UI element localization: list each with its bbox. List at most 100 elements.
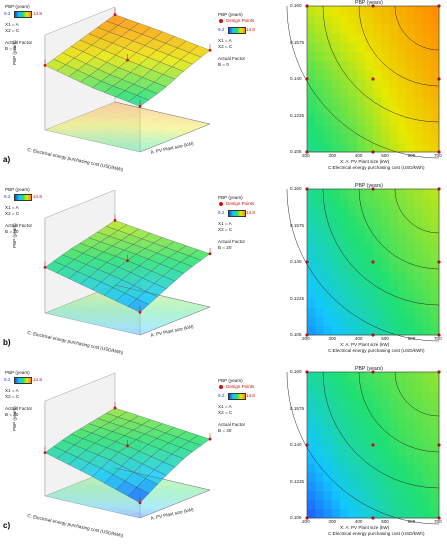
contour-x-tick: 400 — [354, 336, 363, 341]
heat-cell — [414, 142, 423, 153]
heat-cell — [340, 60, 349, 71]
contour-y-tick: 0.160 — [290, 3, 302, 8]
legend2-response: PBP (years) — [218, 195, 243, 200]
heat-cell — [422, 280, 432, 290]
heat-cell — [340, 399, 349, 409]
heat-cell — [356, 289, 366, 299]
heat-cell — [307, 262, 316, 272]
heat-cell — [373, 390, 382, 400]
heat-cell — [340, 435, 349, 446]
heat-cell — [397, 481, 407, 491]
heat-cell — [422, 15, 432, 25]
contour-title: PBP (years) — [355, 0, 383, 6]
heat-cell — [323, 289, 333, 299]
heat-cell — [381, 15, 390, 25]
heat-cell — [406, 508, 415, 519]
heat-cell — [389, 252, 399, 263]
heat-cell — [422, 51, 432, 62]
heat-cell — [340, 106, 349, 116]
heat-cell — [356, 198, 366, 208]
heat-cell — [422, 252, 432, 263]
heat-cell — [340, 15, 349, 25]
heat-cell — [331, 426, 341, 437]
legend-low: 9.2 — [4, 377, 11, 382]
heat-cell — [373, 316, 382, 327]
heat-cell — [422, 463, 432, 473]
heat-cell — [307, 97, 316, 107]
heat-cell — [323, 60, 333, 71]
legend-x1: X1 = A — [5, 205, 19, 210]
heat-cell — [406, 142, 415, 153]
heat-cell — [323, 271, 333, 281]
heat-cell — [381, 133, 390, 144]
heat-cell — [381, 79, 390, 89]
heat-cell — [331, 307, 341, 318]
heat-cell — [414, 60, 423, 71]
heat-cell — [430, 445, 440, 455]
heat-cell — [364, 454, 374, 464]
heat-cell — [406, 234, 415, 245]
heat-cell — [364, 417, 374, 428]
heat-cell — [364, 426, 374, 437]
heat-cell — [315, 243, 324, 254]
contour-x-tick: 200 — [302, 519, 310, 524]
heat-cell — [414, 381, 423, 391]
heat-cell — [331, 481, 341, 491]
heat-cell — [331, 234, 341, 245]
heat-cell — [422, 198, 432, 208]
heat-cell — [422, 307, 432, 318]
heat-cell — [422, 435, 432, 446]
colorbar — [228, 27, 246, 34]
heat-cell — [397, 243, 407, 254]
heat-cell — [323, 325, 333, 336]
heat-cell — [356, 307, 366, 318]
design-point — [43, 451, 47, 455]
heat-cell — [364, 60, 374, 71]
heat-cell — [389, 142, 399, 153]
heat-cell — [348, 381, 357, 391]
heat-cell — [430, 399, 440, 409]
heat-cell — [356, 463, 366, 473]
heat-cell — [397, 445, 407, 455]
heat-cell — [397, 390, 407, 400]
heat-cell — [331, 262, 341, 272]
heat-cell — [397, 189, 407, 199]
heat-cell — [414, 189, 423, 199]
contour-line — [358, 188, 440, 270]
heat-cell — [389, 372, 399, 382]
heat-cell — [331, 133, 341, 144]
legend2-x2: X2 = C — [218, 410, 233, 415]
heat-cell — [340, 508, 349, 519]
heat-cell — [381, 225, 390, 235]
design-point — [138, 501, 142, 505]
heat-cell — [406, 97, 415, 107]
legend2-design-points: Design Points — [226, 384, 255, 389]
legend2-low: 9.2 — [218, 27, 225, 32]
heat-cell — [389, 508, 399, 519]
heat-cell — [315, 198, 324, 208]
heat-cell — [373, 51, 382, 62]
heat-cell — [406, 426, 415, 437]
legend-high: 14.8 — [33, 194, 42, 199]
heat-cell — [406, 435, 415, 446]
heat-cell — [364, 280, 374, 290]
response-surface — [43, 8, 212, 108]
heat-cell — [348, 271, 357, 281]
heat-cell — [414, 426, 423, 437]
heat-cell — [323, 79, 333, 89]
heat-cell — [373, 216, 382, 226]
heat-cell — [414, 408, 423, 418]
heat-cell — [389, 6, 399, 16]
surface-z-label: PBP (years) — [12, 406, 17, 431]
heat-cell — [373, 417, 382, 428]
colorbar — [14, 11, 32, 18]
heat-cell — [307, 408, 316, 418]
heat-cell — [331, 381, 341, 391]
heat-cell — [307, 316, 316, 327]
contour-line — [286, 188, 440, 342]
legend2-factor-b: B = 20 — [218, 245, 232, 250]
heat-cell — [323, 298, 333, 308]
heat-cell — [307, 88, 316, 98]
heat-cell — [340, 426, 349, 437]
